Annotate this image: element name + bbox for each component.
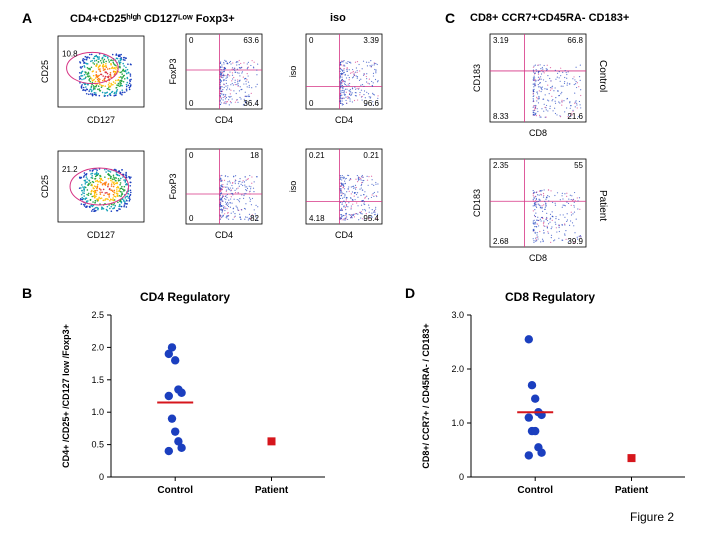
svg-text:0: 0 — [189, 151, 194, 160]
svg-text:iso: iso — [288, 181, 298, 193]
svg-text:2.68: 2.68 — [493, 237, 509, 246]
svg-text:0.21: 0.21 — [363, 151, 379, 160]
svg-text:2.35: 2.35 — [493, 161, 509, 170]
quad-bottom-iso: 0.21 0.21 4.18 95.4 CD4 iso — [288, 145, 388, 240]
svg-text:2.0: 2.0 — [451, 364, 464, 374]
quad-bottom-foxp3: 0 18 0 82 CD4 FoxP3 — [168, 145, 268, 240]
svg-text:21.2: 21.2 — [62, 165, 78, 174]
svg-text:2.0: 2.0 — [91, 342, 104, 352]
svg-text:0: 0 — [189, 99, 194, 108]
svg-text:3.0: 3.0 — [451, 310, 464, 320]
svg-text:CD4: CD4 — [215, 115, 233, 125]
panel-b-label: B — [22, 285, 32, 301]
svg-text:0.5: 0.5 — [91, 440, 104, 450]
patient-label: Patient — [597, 190, 608, 221]
svg-text:82: 82 — [250, 214, 259, 223]
quad-patient-cd183: 2.35 55 2.68 39.9 CD8 CD183 — [472, 155, 592, 263]
svg-text:0.21: 0.21 — [309, 151, 325, 160]
svg-text:CD4: CD4 — [335, 115, 353, 125]
svg-text:10.8: 10.8 — [62, 49, 78, 58]
svg-text:0: 0 — [309, 36, 314, 45]
svg-text:FoxP3: FoxP3 — [168, 173, 178, 199]
svg-text:8.33: 8.33 — [493, 112, 509, 121]
panel-b-title: CD4 Regulatory — [110, 290, 260, 304]
svg-text:1.5: 1.5 — [91, 375, 104, 385]
svg-text:39.9: 39.9 — [567, 237, 583, 246]
panel-d-title: CD8 Regulatory — [475, 290, 625, 304]
svg-text:Patient: Patient — [615, 485, 649, 496]
svg-text:66.8: 66.8 — [567, 36, 583, 45]
panel-d-label: D — [405, 285, 415, 301]
svg-text:63.6: 63.6 — [243, 36, 259, 45]
svg-text:CD127: CD127 — [87, 230, 115, 240]
svg-text:0: 0 — [459, 472, 464, 482]
svg-text:21.6: 21.6 — [567, 112, 583, 121]
svg-text:55: 55 — [574, 161, 583, 170]
svg-text:36.4: 36.4 — [243, 99, 259, 108]
chart-cd8-regulatory: 0 1.0 2.0 3.0 Control Patient CD8+/ CCR7+ / CD… — [415, 305, 695, 505]
svg-text:1.0: 1.0 — [91, 407, 104, 417]
panel-c-title: CD8+ CCR7+CD45RA- CD183+ — [470, 12, 629, 24]
panel-a-label: A — [22, 10, 32, 26]
svg-text:CD25: CD25 — [40, 60, 50, 83]
svg-text:CD4+ /CD25+ /CD127 low /Foxp3+: CD4+ /CD25+ /CD127 low /Foxp3+ — [61, 324, 71, 468]
svg-text:3.39: 3.39 — [363, 36, 379, 45]
density-plot-bottom: 21.2 CD127 CD25 — [40, 145, 150, 240]
chart-cd4-regulatory: 0 0.5 1.0 1.5 2.0 2.5 Control Patient CD4+ /CD25… — [55, 305, 335, 505]
svg-text:iso: iso — [288, 66, 298, 78]
panel-a-title: CD4+CD25ʰⁱᵍʰ CD127ᴸᵒʷ Foxp3+ — [70, 12, 235, 25]
svg-text:0: 0 — [189, 214, 194, 223]
svg-text:CD183: CD183 — [472, 189, 482, 217]
svg-text:CD25: CD25 — [40, 175, 50, 198]
svg-text:CD4: CD4 — [215, 230, 233, 240]
quad-control-cd183: 3.19 66.8 8.33 21.6 CD8 CD183 — [472, 30, 592, 138]
svg-text:3.19: 3.19 — [493, 36, 509, 45]
figure-label: Figure 2 — [630, 510, 674, 524]
svg-text:CD8: CD8 — [529, 128, 547, 138]
svg-text:CD4: CD4 — [335, 230, 353, 240]
quad-top-iso: 0 3.39 0 96.6 CD4 iso — [288, 30, 388, 125]
svg-text:CD8: CD8 — [529, 253, 547, 263]
svg-text:0: 0 — [189, 36, 194, 45]
svg-text:96.6: 96.6 — [363, 99, 379, 108]
panel-a-iso-title: iso — [330, 12, 346, 24]
svg-text:Control: Control — [157, 485, 193, 496]
quad-top-foxp3: 0 63.6 0 36.4 CD4 FoxP3 — [168, 30, 268, 125]
svg-text:Control: Control — [517, 485, 553, 496]
svg-text:0: 0 — [309, 99, 314, 108]
control-label: Control — [597, 60, 608, 92]
svg-text:2.5: 2.5 — [91, 310, 104, 320]
density-plot-top: 10.8 CD127 CD25 — [40, 30, 150, 125]
svg-text:95.4: 95.4 — [363, 214, 379, 223]
svg-text:Patient: Patient — [255, 485, 289, 496]
svg-text:4.18: 4.18 — [309, 214, 325, 223]
svg-text:1.0: 1.0 — [451, 418, 464, 428]
svg-text:18: 18 — [250, 151, 259, 160]
panel-c-label: C — [445, 10, 455, 26]
svg-text:CD127: CD127 — [87, 115, 115, 125]
svg-text:0: 0 — [99, 472, 104, 482]
svg-text:CD8+/ CCR7+ / CD45RA- / CD183+: CD8+/ CCR7+ / CD45RA- / CD183+ — [421, 323, 431, 468]
svg-text:CD183: CD183 — [472, 64, 482, 92]
svg-text:FoxP3: FoxP3 — [168, 58, 178, 84]
